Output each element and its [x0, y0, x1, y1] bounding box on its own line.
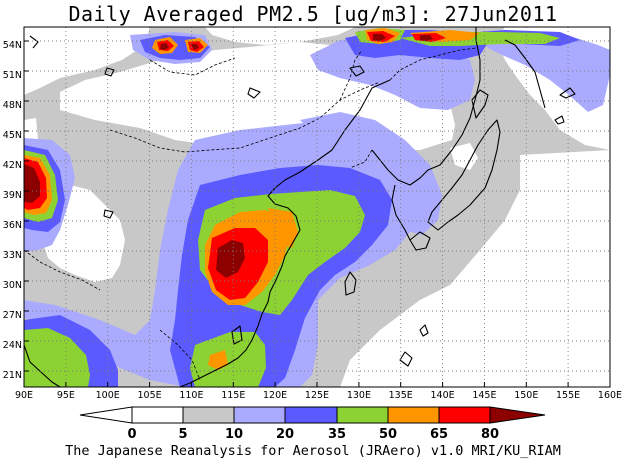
map-grid	[24, 27, 610, 387]
colorbar-label-20: 20	[276, 427, 294, 442]
coastlines	[24, 27, 576, 387]
colorbar-label-10: 10	[225, 427, 243, 442]
lat-tick-30n: 30N	[3, 280, 22, 291]
lat-tick-39n: 39N	[3, 190, 22, 201]
lon-tick-105e: 105E	[138, 390, 162, 401]
colorbar-segment-0-5	[131, 406, 184, 424]
colorbar-label-0: 0	[127, 427, 136, 442]
colorbar-segment-20-35	[284, 406, 338, 424]
darkred-level	[24, 34, 433, 278]
colorbar-label-50: 50	[379, 427, 397, 442]
lat-tick-24n: 24N	[3, 340, 22, 351]
lat-tick-54n: 54N	[3, 40, 22, 51]
colorbar-segment-5-10	[182, 406, 235, 424]
map-tick-marks	[23, 40, 611, 387]
footer-credit: The Japanese Reanalysis for Aerosol (JRA…	[65, 443, 561, 459]
lat-tick-27n: 27N	[3, 310, 22, 321]
lon-tick-140e: 140E	[431, 390, 455, 401]
colorbar-label-65: 65	[430, 427, 448, 442]
lon-tick-155e: 155E	[556, 390, 580, 401]
colorbar-segment-10-20	[233, 406, 286, 424]
colorbar-segment-50-65	[387, 406, 440, 424]
latitude-tick-labels: 21N 24N 27N 30N 33N 36N 39N 42N 45N 48N …	[3, 40, 22, 381]
lon-tick-135e: 135E	[389, 390, 413, 401]
lon-tick-150e: 150E	[514, 390, 538, 401]
lat-tick-48n: 48N	[3, 100, 22, 111]
colorbar-segment-35-50	[336, 406, 389, 424]
country-borders	[24, 47, 477, 381]
colorbar-label-35: 35	[328, 427, 346, 442]
lat-tick-33n: 33N	[3, 250, 22, 261]
map-title: Daily Averaged PM2.5 [ug/m3]: 27Jun2011	[68, 2, 558, 26]
colorbar-labels: 0 5 10 20 35 50 65 80	[127, 427, 499, 442]
lat-tick-36n: 36N	[3, 220, 22, 231]
lat-tick-42n: 42N	[3, 160, 22, 171]
lon-tick-110e: 110E	[179, 390, 203, 401]
lon-tick-160e: 160E	[598, 390, 622, 401]
lon-tick-120e: 120E	[263, 390, 287, 401]
lon-tick-130e: 130E	[347, 390, 371, 401]
lon-tick-145e: 145E	[472, 390, 496, 401]
colorbar-label-80: 80	[481, 427, 499, 442]
lon-tick-115e: 115E	[221, 390, 245, 401]
lon-tick-100e: 100E	[96, 390, 120, 401]
longitude-tick-labels: 90E 95E 100E 105E 110E 115E 120E 125E 13…	[15, 390, 622, 401]
colorbar-high-arrow	[489, 406, 546, 424]
pm25-field	[24, 27, 610, 387]
lon-tick-95e: 95E	[57, 390, 75, 401]
colorbar	[79, 406, 546, 424]
colorbar-segment-65-80	[438, 406, 491, 424]
lon-tick-90e: 90E	[15, 390, 33, 401]
lat-tick-51n: 51N	[3, 70, 22, 81]
lat-tick-45n: 45N	[3, 130, 22, 141]
colorbar-low-arrow	[79, 406, 133, 424]
lon-tick-125e: 125E	[305, 390, 329, 401]
lat-tick-21n: 21N	[3, 370, 22, 381]
colorbar-label-5: 5	[178, 427, 187, 442]
